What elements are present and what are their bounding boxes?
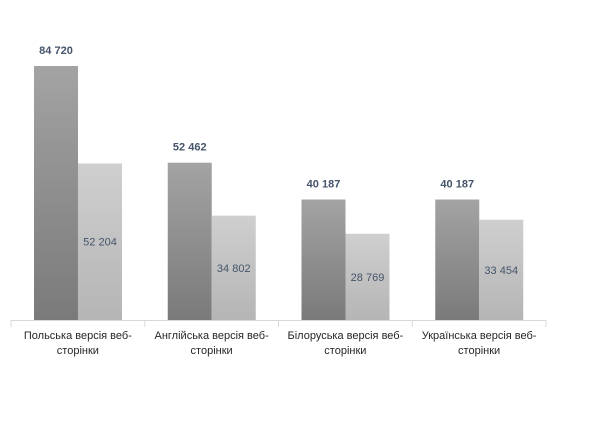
data-label-series-1-3: 40 187 [307, 179, 341, 191]
data-label-series-1-2: 52 462 [173, 142, 207, 154]
category-label-line: Англійська версія веб- [155, 330, 270, 342]
data-label-series-2-2: 34 802 [217, 263, 251, 275]
axis-layer [10, 320, 547, 327]
bar-series-2-3 [345, 233, 390, 320]
data-label-series-1-1: 84 720 [39, 45, 73, 57]
category-label-3: Білоруська версія веб-сторінки [288, 330, 404, 357]
bars-layer [34, 66, 524, 320]
data-label-series-2-4: 33 454 [484, 265, 518, 277]
data-label-series-2-3: 28 769 [351, 272, 385, 284]
data-label-series-2-1: 52 204 [83, 237, 117, 249]
bar-series-2-4 [479, 219, 524, 320]
category-label-line: сторінки [57, 345, 99, 357]
bar-series-2-2 [211, 215, 256, 320]
category-label-2: Англійська версія веб-сторінки [155, 330, 270, 357]
category-label-line: сторінки [191, 345, 233, 357]
bar-series-1-2 [167, 162, 212, 320]
category-label-line: Польська версія веб- [24, 330, 132, 342]
category-label-line: Українська версія веб- [422, 330, 537, 342]
category-label-line: Білоруська версія веб- [288, 330, 404, 342]
bar-series-1-4 [435, 199, 480, 320]
data-label-series-1-4: 40 187 [440, 179, 474, 191]
bar-series-1-1 [34, 66, 78, 320]
bar-series-1-3 [301, 199, 346, 320]
labels-layer: 84 720 52 204 Польська версія веб-сторінки… [24, 45, 537, 357]
bar-series-2-1 [78, 163, 122, 320]
category-label-1: Польська версія веб-сторінки [24, 330, 132, 357]
category-label-line: сторінки [458, 345, 500, 357]
category-label-line: сторінки [324, 345, 366, 357]
category-label-4: Українська версія веб-сторінки [422, 330, 537, 357]
